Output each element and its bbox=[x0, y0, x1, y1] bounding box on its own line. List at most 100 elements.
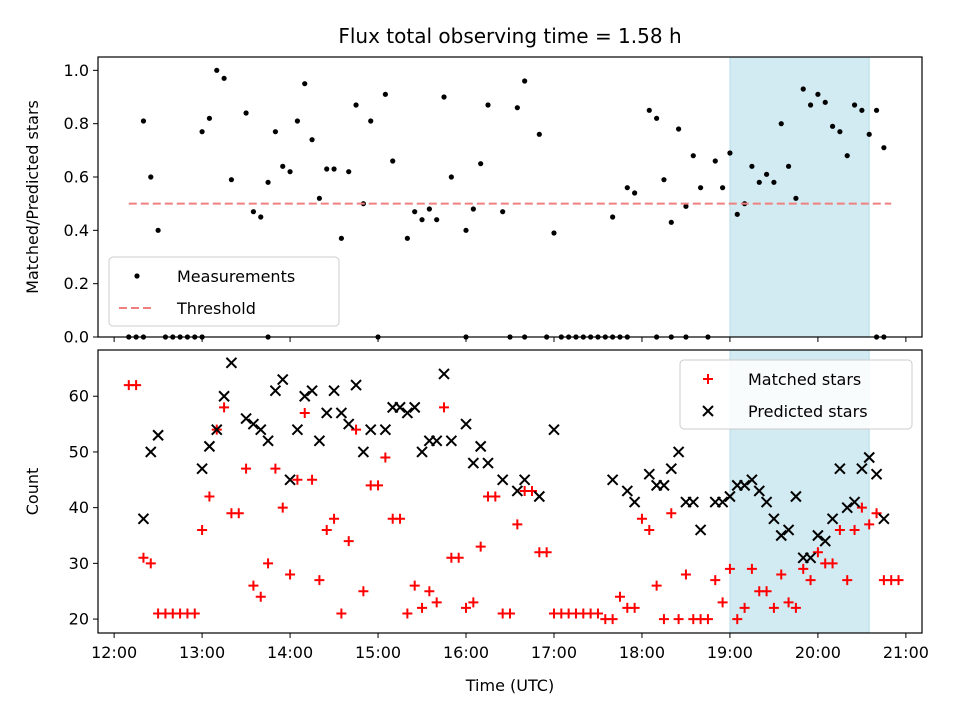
measurement-point bbox=[661, 177, 667, 183]
bottom-y-axis-label: Count bbox=[23, 468, 42, 516]
measurement-point bbox=[719, 185, 726, 191]
matched-stars-point bbox=[189, 608, 200, 619]
legend-label: Measurements bbox=[177, 267, 295, 286]
predicted-stars-point bbox=[394, 401, 406, 414]
measurement-point bbox=[214, 67, 220, 73]
y-tick-label: 30 bbox=[69, 554, 89, 573]
x-tick-label: 18:00 bbox=[619, 643, 665, 662]
predicted-stars-point bbox=[606, 474, 619, 486]
matched-stars-point bbox=[644, 524, 655, 535]
matched-stars-point bbox=[131, 380, 142, 391]
measurement-point bbox=[419, 217, 425, 223]
y-tick-label: 40 bbox=[69, 498, 89, 517]
top-marks bbox=[126, 67, 892, 340]
matched-stars-point bbox=[233, 508, 244, 519]
measurement-point bbox=[206, 115, 213, 121]
matched-stars-point bbox=[827, 558, 838, 569]
predicted-stars-point bbox=[137, 513, 150, 525]
matched-stars-point bbox=[248, 580, 259, 591]
matched-stars-point bbox=[299, 407, 310, 418]
predicted-stars-point bbox=[716, 496, 729, 508]
matched-stars-point bbox=[461, 602, 472, 613]
predicted-stars-point bbox=[834, 462, 846, 475]
bottom-y-ticks: 20 30 40 50 60 bbox=[69, 387, 98, 629]
measurement-point bbox=[470, 206, 476, 212]
measurement-point bbox=[749, 163, 755, 169]
predicted-stars-point bbox=[306, 384, 318, 397]
predicted-stars-point bbox=[225, 357, 238, 369]
bottom-x-ticks: 12:00 13:00 14:00 15:00 16:00 17:00 18:00 19:00… bbox=[91, 633, 929, 662]
measurement-point bbox=[441, 94, 447, 100]
legend-dot-marker bbox=[134, 273, 140, 279]
measurement-point bbox=[368, 118, 374, 124]
x-axis-label: Time (UTC) bbox=[465, 676, 554, 695]
predicted-stars-point bbox=[724, 490, 736, 503]
measurement-point bbox=[265, 179, 271, 185]
y-tick-label: 0.0 bbox=[64, 328, 89, 347]
predicted-stars-point bbox=[247, 418, 260, 430]
measurement-point bbox=[815, 91, 821, 97]
measurement-point bbox=[412, 209, 418, 215]
predicted-stars-point bbox=[416, 446, 428, 458]
matched-stars-point bbox=[409, 580, 420, 591]
matched-stars-point bbox=[783, 597, 794, 608]
y-tick-label: 0.8 bbox=[64, 114, 89, 133]
x-tick-label: 12:00 bbox=[91, 643, 137, 662]
predicted-stars-point bbox=[240, 412, 252, 425]
matched-stars-point bbox=[138, 552, 149, 563]
predicted-stars-point bbox=[284, 474, 296, 486]
matched-stars-point bbox=[834, 524, 845, 535]
matched-stars-point bbox=[798, 563, 809, 574]
predicted-stars-point bbox=[474, 440, 487, 453]
matched-stars-point bbox=[849, 524, 860, 535]
predicted-stars-point bbox=[145, 446, 157, 458]
predicted-stars-point bbox=[211, 423, 223, 436]
chart-title: Flux total observing time = 1.58 h bbox=[338, 24, 681, 48]
matched-stars-point bbox=[614, 591, 625, 602]
matched-stars-point bbox=[776, 569, 787, 580]
matched-stars-point bbox=[263, 558, 274, 569]
matched-stars-point bbox=[541, 547, 552, 558]
matched-stars-point bbox=[373, 480, 384, 491]
measurement-point bbox=[302, 81, 308, 87]
y-tick-label: 0.4 bbox=[64, 221, 89, 240]
matched-stars-point bbox=[314, 575, 325, 586]
predicted-stars-point bbox=[321, 407, 333, 419]
matched-stars-point bbox=[864, 519, 875, 530]
predicted-stars-point bbox=[863, 451, 875, 464]
predicted-stars-point bbox=[401, 407, 414, 419]
top-axes-frame bbox=[97, 56, 923, 338]
matched-stars-point bbox=[336, 608, 347, 619]
matched-stars-point bbox=[893, 575, 904, 586]
measurement-point bbox=[272, 129, 279, 135]
top-y-axis-label: Matched/Predicted stars bbox=[23, 100, 42, 294]
measurement-point bbox=[199, 129, 205, 135]
measurement-point bbox=[646, 107, 652, 113]
measurement-point bbox=[844, 153, 850, 159]
predicted-stars-point bbox=[870, 468, 883, 480]
matched-stars-point bbox=[417, 602, 428, 613]
predicted-stars-point bbox=[203, 440, 216, 453]
x-tick-label: 14:00 bbox=[267, 643, 313, 662]
predicted-stars-point bbox=[738, 479, 751, 492]
measurement-point bbox=[676, 126, 682, 132]
matched-stars-point bbox=[526, 485, 537, 496]
matched-stars-point bbox=[475, 541, 486, 552]
predicted-stars-point bbox=[496, 474, 509, 486]
predicted-stars-point bbox=[262, 435, 274, 447]
measurement-point bbox=[785, 163, 792, 169]
measurement-point bbox=[309, 137, 315, 143]
bottom-legend: Matched stars Predicted stars bbox=[679, 359, 913, 430]
matched-stars-point bbox=[856, 502, 867, 513]
matched-stars-point bbox=[197, 524, 208, 535]
matched-stars-point bbox=[724, 563, 735, 574]
matched-stars-point bbox=[204, 491, 215, 502]
predicted-stars-point bbox=[269, 384, 282, 397]
predicted-stars-point bbox=[790, 490, 802, 503]
predicted-stars-point bbox=[335, 407, 348, 419]
measurement-point bbox=[485, 102, 491, 108]
matched-stars-point bbox=[768, 602, 779, 613]
matched-stars-point bbox=[702, 614, 713, 625]
matched-stars-point bbox=[607, 614, 618, 625]
